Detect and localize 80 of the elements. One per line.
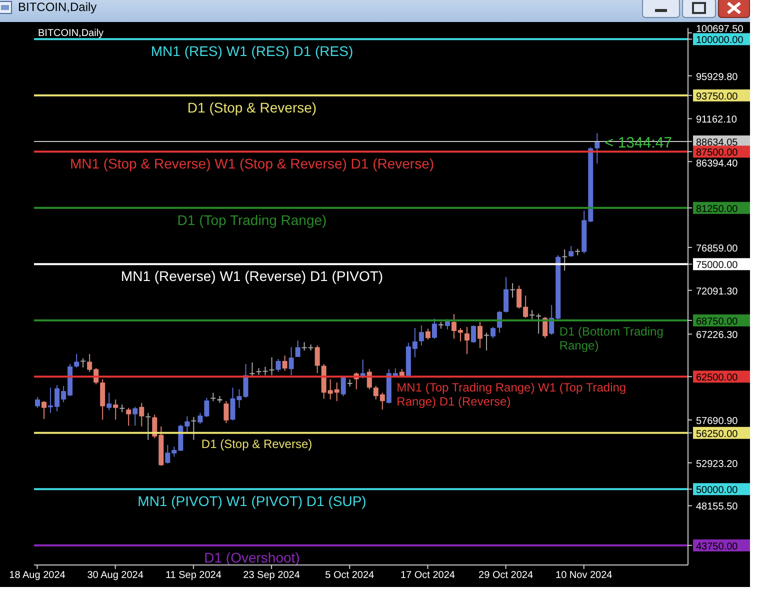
y-tick-label: 88634.05 [696, 137, 738, 148]
y-tick-label: 57690.90 [696, 416, 738, 427]
candlestick [594, 132, 600, 164]
x-tick-label: 10 Nov 2024 [556, 570, 613, 582]
ref-line-label: MN1 (Reverse) W1 (Reverse) D1 (PIVOT) [120, 268, 384, 284]
candlestick [471, 324, 476, 344]
y-tick-label: 68750.00 [696, 316, 738, 328]
x-tick-label: 5 Oct 2024 [325, 570, 375, 582]
candlestick [490, 326, 496, 339]
y-tick-label: 93750.00 [696, 91, 738, 102]
ref-line-label: D1 (Stop & Reverse) [187, 99, 317, 116]
y-tick-label: 52923.20 [696, 458, 738, 470]
candlestick [250, 362, 255, 378]
y-tick-label: 91162.10 [696, 114, 738, 126]
candlestick [113, 399, 118, 420]
y-tick-label: 75000.00 [696, 260, 738, 272]
y-tick-label: 95929.80 [696, 72, 738, 83]
y-tick-label: 48155.50 [696, 502, 738, 513]
candlestick [106, 392, 112, 411]
y-tick-label: 50000.00 [696, 485, 738, 496]
candlestick [295, 340, 300, 358]
candlestick [139, 402, 144, 427]
candlestick [100, 378, 106, 420]
candlestick [464, 326, 470, 354]
candlestick [562, 248, 568, 272]
ref-line-label: MN1 (PIVOT) W1 (PIVOT) D1 (SUP) [138, 493, 366, 510]
y-tick-label: 76859.00 [696, 243, 738, 254]
candlestick [276, 358, 281, 372]
candlestick [132, 406, 138, 426]
candlestick [536, 313, 542, 334]
candlestick [510, 282, 516, 298]
candlestick [80, 358, 86, 368]
y-tick-label: 62500.00 [696, 372, 738, 384]
ref-line-label: MN1 (Top Trading Range) W1 (Top Trading Range) D1 (Reverse) [396, 380, 626, 409]
y-tick-label: 100697.50 [696, 24, 744, 36]
candlestick [282, 355, 288, 372]
y-tick-label: 86394.40 [696, 158, 738, 170]
candlestick [484, 332, 490, 352]
candlestick [478, 321, 483, 348]
y-tick-label: 87500.00 [696, 148, 738, 159]
candlestick [288, 346, 294, 376]
y-tick-label: 56250.00 [696, 428, 738, 440]
annotation: BITCOIN,Daily [38, 28, 104, 39]
candlestick [74, 353, 80, 368]
x-tick-label: 23 Sep 2024 [243, 570, 300, 582]
candlestick [432, 318, 437, 340]
ref-line-label: MN1 (RES) W1 (RES) D1 (RES) [150, 43, 354, 60]
candlestick [224, 400, 229, 424]
candlestick [568, 246, 574, 258]
ref-line-label: D1 (Bottom Trading Range) [559, 324, 664, 352]
candlestick [146, 412, 151, 440]
candlestick [120, 404, 125, 413]
ref-line-label: D1 (Overshoot) [204, 549, 300, 566]
ref-line-label: D1 (Top Trading Range) [177, 212, 327, 228]
y-tick-label: 100000.00 [696, 35, 744, 46]
candlestick [35, 396, 40, 408]
chart-title: BITCOIN,Daily [18, 0, 97, 14]
candlestick [191, 416, 196, 440]
ref-line-label: D1 (Stop & Reverse) [201, 436, 312, 451]
candlestick [126, 407, 132, 426]
candlestick [425, 328, 430, 340]
candlestick [210, 392, 216, 402]
candlestick [314, 345, 320, 374]
x-tick-label: 18 Aug 2024 [9, 570, 66, 582]
candlestick [360, 359, 366, 379]
x-tick-label: 11 Sep 2024 [165, 570, 222, 582]
ref-line-label: MN1 (Stop & Reverse) W1 (Stop & Reverse) D1 (Reverse) [70, 156, 434, 172]
candlestick [42, 400, 47, 420]
x-tick-label: 17 Oct 2024 [400, 570, 456, 582]
y-tick-label: 67226.30 [696, 330, 738, 342]
candlestick [418, 324, 424, 346]
x-tick-label: 30 Aug 2024 [87, 570, 144, 582]
candlestick [269, 356, 274, 376]
x-tick-label: 29 Oct 2024 [478, 570, 534, 582]
candlestick [444, 318, 450, 330]
candlestick [530, 310, 535, 320]
candlestick [504, 276, 509, 313]
y-tick-label: 43750.00 [696, 541, 738, 552]
y-tick-label: 81250.00 [696, 204, 738, 215]
y-tick-label: 72091.30 [696, 286, 738, 298]
